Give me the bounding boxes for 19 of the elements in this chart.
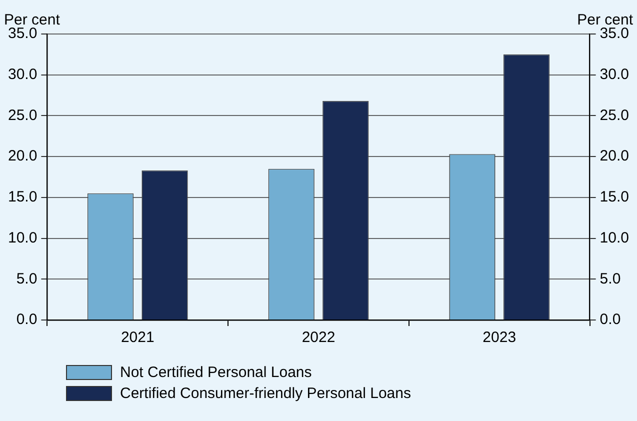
y-tick-label: 0.0 <box>16 311 38 328</box>
x-tick-label: 2021 <box>120 329 154 346</box>
y2-tick-label: 30.0 <box>600 66 630 83</box>
legend-label: Certified Consumer-friendly Personal Loans <box>120 385 411 402</box>
legend-label: Not Certified Personal Loans <box>120 364 312 381</box>
y2-tick-label: 25.0 <box>600 106 630 124</box>
y2-tick-label: 20.0 <box>600 148 630 165</box>
y2-tick-label: 15.0 <box>600 188 630 206</box>
x-tick-label: 2022 <box>302 329 336 346</box>
y2-tick-label: 5.0 <box>600 270 621 288</box>
y-tick-label: 15.0 <box>8 188 38 206</box>
y2-tick-label: 0.0 <box>600 311 621 328</box>
y-tick-label: 5.0 <box>16 270 38 288</box>
y2-tick-label: 10.0 <box>600 229 630 246</box>
y-tick-label: 30.0 <box>8 66 38 83</box>
y-tick-label: 10.0 <box>8 229 38 246</box>
y-tick-label: 25.0 <box>8 106 38 124</box>
y-tick-label: 20.0 <box>8 148 38 165</box>
x-tick-label: 2023 <box>482 329 516 346</box>
